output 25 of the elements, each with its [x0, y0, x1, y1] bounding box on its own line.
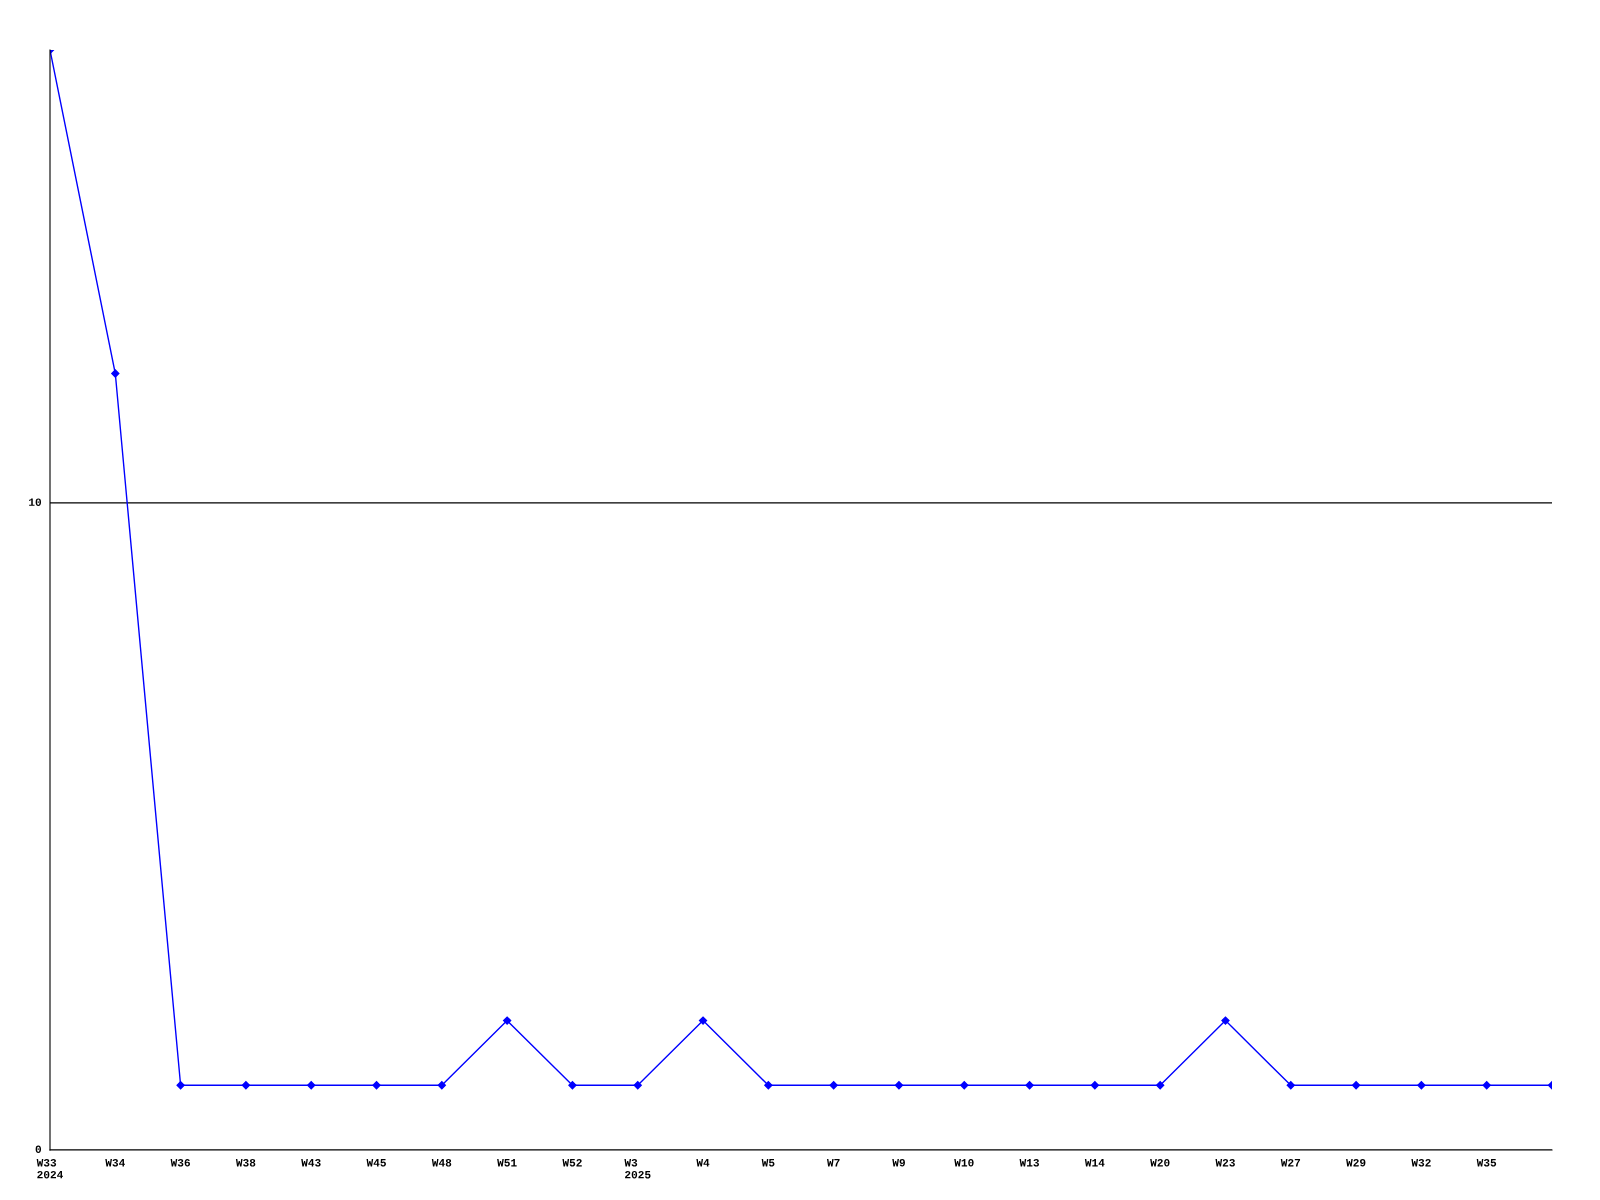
y-tick-label: 0: [35, 1145, 42, 1153]
x-tick-label: W27: [1280, 1158, 1301, 1167]
x-tick-label: W43: [301, 1158, 321, 1167]
x-tick-label: W13: [1019, 1158, 1039, 1167]
x-tick-label: W9: [892, 1158, 905, 1167]
x-tick-label: W36: [170, 1158, 190, 1167]
x-tick-label: W51: [497, 1159, 517, 1167]
x-tick-label: W48: [431, 1158, 452, 1167]
x-tick-label: W38: [235, 1158, 256, 1167]
x-tick-label: W7: [826, 1159, 840, 1167]
x-tick-label: W34: [105, 1158, 125, 1167]
y-tick-label: 10: [29, 498, 42, 506]
x-tick-label: W32: [1411, 1158, 1431, 1167]
x-tick-label: W29: [1346, 1158, 1366, 1167]
x-tick-label: W35: [1476, 1158, 1497, 1167]
x-tick-label: W33 2024: [36, 1158, 63, 1179]
x-tick-label: W3 2025: [624, 1158, 651, 1179]
x-tick-label: W20: [1150, 1158, 1170, 1167]
x-tick-label: W10: [954, 1158, 974, 1167]
x-tick-label: W23: [1215, 1158, 1235, 1167]
x-tick-label: W52: [562, 1158, 582, 1167]
x-tick-label: W14: [1084, 1159, 1105, 1167]
x-tick-label: W45: [366, 1159, 386, 1167]
x-tick-label: W4: [696, 1159, 710, 1167]
x-tick-label: W5: [761, 1159, 775, 1167]
